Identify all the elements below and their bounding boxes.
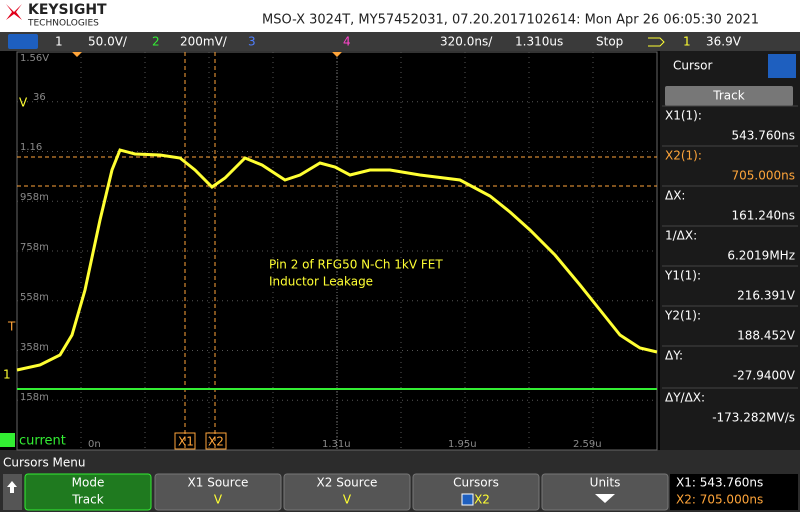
unit-label: V bbox=[19, 96, 28, 110]
side-panel bbox=[660, 51, 800, 450]
summary-x1: X1: 543.760ns bbox=[676, 476, 763, 490]
readout-value: 705.000ns bbox=[732, 169, 795, 183]
grid-label: 558m bbox=[20, 292, 49, 303]
time-label: 2.59u bbox=[573, 439, 602, 450]
readout-value: -27.9400V bbox=[733, 369, 796, 383]
ch2: 2 bbox=[152, 35, 160, 49]
channel-label: current bbox=[19, 434, 66, 449]
readout-label: ΔY/ΔX: bbox=[665, 391, 705, 405]
ch1-marker: 1 bbox=[3, 368, 11, 382]
grid-label: 758m bbox=[20, 242, 49, 253]
panel-title: Cursor bbox=[673, 59, 713, 73]
softkey[interactable] bbox=[24, 473, 152, 511]
readout-value: 188.452V bbox=[737, 329, 796, 343]
time-label: 1.95u bbox=[448, 439, 477, 450]
readout-value: 216.391V bbox=[737, 289, 796, 303]
cursor-label: X1 bbox=[178, 435, 194, 449]
time-label: 1.31u bbox=[322, 439, 351, 450]
softkey-value: X2 bbox=[474, 493, 490, 507]
softkey-label: Cursors bbox=[453, 476, 499, 490]
panel-mode: Track bbox=[712, 89, 744, 103]
grid-label: 358m bbox=[20, 342, 49, 353]
x2-box bbox=[205, 432, 227, 450]
softkey-label: Units bbox=[590, 476, 621, 490]
grid-label: 158m bbox=[20, 392, 49, 403]
header-bar bbox=[0, 0, 800, 32]
softkey-value: Track bbox=[71, 493, 103, 507]
status-bar bbox=[0, 32, 800, 51]
ch1-scale: 50.0V/ bbox=[88, 35, 128, 49]
readout-label: Y2(1): bbox=[664, 309, 701, 323]
readout-value: 543.760ns bbox=[732, 129, 795, 143]
softkey-check bbox=[461, 493, 474, 506]
time-label: 0n bbox=[88, 439, 101, 450]
menu-button[interactable] bbox=[8, 34, 38, 49]
delay: 1.310us bbox=[515, 35, 563, 49]
unit-sub: 36 bbox=[33, 92, 46, 103]
annotation: Inductor Leakage bbox=[269, 275, 373, 289]
readout-label: X1(1): bbox=[665, 109, 702, 123]
annotation: Pin 2 of RFG50 N-Ch 1kV FET bbox=[269, 258, 443, 272]
timebase: 320.0ns/ bbox=[440, 35, 493, 49]
readout-value: -173.282MV/s bbox=[712, 411, 795, 425]
grid bbox=[17, 52, 657, 450]
ch3: 3 bbox=[248, 35, 256, 49]
mode-button[interactable] bbox=[665, 86, 793, 106]
ch2-scale: 200mV/ bbox=[180, 35, 228, 49]
softkey[interactable] bbox=[541, 473, 669, 511]
summary-x2: X2: 705.000ns bbox=[676, 493, 763, 507]
grid-label: 1.56V bbox=[20, 53, 49, 64]
readout-value: 6.2019MHz bbox=[727, 249, 795, 263]
title: MSO-X 3024T, MY57452031, 07.20.201710261… bbox=[262, 13, 759, 28]
brand: KEYSIGHT bbox=[28, 2, 107, 18]
softkey-value: V bbox=[214, 493, 223, 507]
menu-title: Cursors Menu bbox=[3, 456, 85, 470]
ch2-box bbox=[0, 433, 15, 447]
logo-icon bbox=[6, 4, 22, 20]
ch1: 1 bbox=[55, 35, 63, 49]
grid-label: 1.16 bbox=[20, 142, 42, 153]
ch4: 4 bbox=[343, 35, 351, 49]
softkey-label: Mode bbox=[72, 476, 105, 490]
run-state: Stop bbox=[596, 35, 623, 49]
readout-label: Y1(1): bbox=[664, 269, 701, 283]
trigger-source: 1 bbox=[683, 35, 691, 49]
softkey[interactable] bbox=[412, 473, 540, 511]
panel-icon[interactable] bbox=[768, 54, 796, 78]
softkey[interactable] bbox=[154, 473, 282, 511]
cursor-label: X2 bbox=[208, 435, 224, 449]
softkey-label: X2 Source bbox=[317, 476, 378, 490]
softkey-arrow bbox=[595, 494, 615, 503]
trigger-marker: T bbox=[7, 320, 16, 334]
softkey-value: V bbox=[343, 493, 352, 507]
readout-label: ΔX: bbox=[665, 189, 685, 203]
brand-sub: TECHNOLOGIES bbox=[27, 19, 99, 29]
grid-label: 958m bbox=[20, 192, 49, 203]
trigger-level: 36.9V bbox=[706, 35, 742, 49]
ch1-trace bbox=[16, 148, 658, 372]
readout-label: ΔY: bbox=[665, 349, 683, 363]
up-arrow bbox=[7, 481, 17, 493]
cursors bbox=[17, 52, 657, 450]
readout-label: X2(1): bbox=[665, 149, 702, 163]
softkey-label: X1 Source bbox=[188, 476, 249, 490]
summary-box bbox=[670, 474, 798, 510]
readout-value: 161.240ns bbox=[732, 209, 795, 223]
x1-box bbox=[174, 432, 196, 450]
readout-label: 1/ΔX: bbox=[665, 229, 697, 243]
softkey[interactable] bbox=[283, 473, 411, 511]
trigger-icon bbox=[648, 37, 665, 47]
